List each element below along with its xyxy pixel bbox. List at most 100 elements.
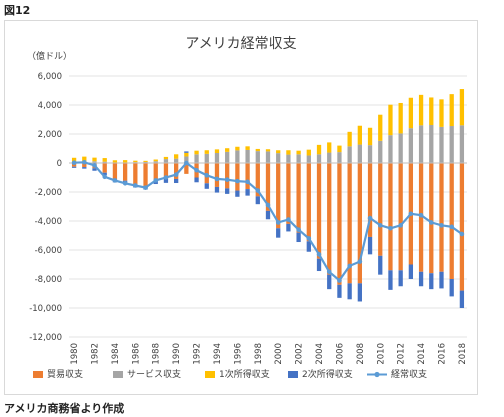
bar-trade — [398, 163, 403, 271]
bar-services — [459, 125, 465, 163]
current-account-point — [265, 202, 271, 208]
bar-secondary-income — [347, 283, 352, 300]
current-account-point — [449, 224, 454, 230]
bar-primary-income — [255, 148, 260, 152]
bar-secondary-income — [408, 264, 414, 279]
current-account-point — [163, 175, 169, 180]
bar-services — [378, 140, 383, 163]
y-tick-label: 2,000 — [38, 130, 62, 140]
bar-primary-income — [143, 160, 148, 162]
bar-primary-income — [204, 150, 209, 154]
bar-services — [153, 161, 158, 163]
bar-secondary-income — [337, 284, 342, 298]
bar-secondary-income — [378, 255, 383, 275]
bar-primary-income — [337, 145, 342, 153]
current-account-line — [71, 159, 465, 283]
bar-primary-income — [245, 146, 250, 150]
bar-trade — [184, 163, 189, 174]
bar-primary-income — [102, 158, 107, 162]
current-account-point — [398, 223, 403, 228]
current-account-point — [153, 178, 159, 183]
current-account-point — [296, 227, 301, 232]
bar-trade — [316, 163, 322, 259]
bar-trade — [82, 163, 87, 168]
bar-services — [388, 135, 393, 163]
bar-services — [316, 154, 322, 163]
bar-trade — [174, 163, 179, 179]
bar-secondary-income — [194, 177, 199, 183]
current-account-point — [347, 263, 352, 269]
bar-trade — [143, 163, 148, 187]
legend-label: 経常収支 — [391, 368, 427, 380]
y-tick-label: -2,000 — [35, 188, 62, 198]
bar-primary-income — [276, 150, 281, 154]
bar-primary-income — [235, 146, 240, 151]
bar-secondary-income — [388, 270, 393, 290]
bar-trade — [429, 163, 434, 274]
bar-trade — [286, 163, 291, 224]
current-account-point — [306, 236, 312, 241]
x-tick-label: 2016 — [437, 343, 447, 365]
x-tick-label: 2002 — [295, 343, 305, 365]
bar-secondary-income — [184, 151, 189, 153]
current-account-point — [173, 172, 179, 177]
current-account-point — [408, 211, 414, 217]
bar-primary-income — [418, 94, 424, 126]
bar-services — [143, 161, 148, 163]
bar-primary-income — [357, 125, 362, 145]
bar-services — [418, 125, 424, 163]
current-account-point — [357, 259, 363, 264]
bar-services — [296, 154, 301, 163]
current-account-point — [194, 167, 199, 173]
bars — [71, 89, 465, 308]
bar-trade — [163, 163, 169, 179]
bar-secondary-income — [357, 283, 362, 302]
current-account-point — [388, 225, 393, 231]
y-tick-label: -12,000 — [29, 333, 62, 343]
bar-services — [235, 150, 240, 163]
legend-label: 1次所得収支 — [219, 368, 270, 380]
x-tick-label: 2000 — [274, 343, 284, 365]
x-tick-label: 2006 — [335, 343, 345, 365]
bar-secondary-income — [92, 168, 97, 171]
source-note: アメリカ商務省より作成 — [4, 402, 125, 415]
bar-primary-income — [296, 150, 301, 155]
x-axis-ticks: 1980 1982 1984 1986 1988 1990 1992 1994 1996 1998… — [70, 343, 468, 365]
bar-trade — [296, 163, 301, 233]
y-tick-label: -6,000 — [35, 246, 62, 256]
bar-services — [306, 155, 311, 163]
bar-services — [398, 133, 403, 163]
bar-secondary-income — [439, 271, 444, 289]
bar-trade — [439, 163, 444, 272]
bar-services — [163, 159, 169, 163]
current-account-point — [235, 178, 240, 184]
bar-primary-income — [184, 152, 189, 157]
bar-secondary-income — [214, 186, 220, 193]
x-tick-label: 2004 — [315, 343, 325, 365]
current-account-point — [133, 183, 138, 188]
bar-secondary-income — [459, 290, 465, 308]
x-tick-label: 2008 — [356, 343, 366, 365]
current-account-point — [102, 174, 108, 180]
bar-services — [347, 146, 352, 163]
bar-services — [439, 126, 444, 163]
x-tick-label: 2018 — [458, 343, 468, 365]
bar-primary-income — [398, 102, 403, 134]
bar-services — [265, 151, 271, 163]
y-tick-label: 6,000 — [38, 72, 62, 82]
bar-trade — [214, 163, 220, 187]
legend-item: サービス収支 — [113, 368, 181, 380]
bar-trade — [327, 163, 332, 275]
x-tick-label: 1994 — [213, 343, 223, 365]
bar-secondary-income — [204, 183, 209, 189]
bar-primary-income — [82, 156, 87, 162]
bar-trade — [255, 163, 260, 197]
bar-services — [286, 154, 291, 163]
x-tick-label: 2014 — [417, 343, 427, 365]
bar-services — [194, 154, 199, 163]
current-account-point — [245, 179, 250, 185]
legend-swatch — [113, 371, 123, 378]
bar-secondary-income — [265, 210, 271, 220]
bar-secondary-income — [449, 279, 454, 297]
current-account-point — [214, 176, 220, 182]
